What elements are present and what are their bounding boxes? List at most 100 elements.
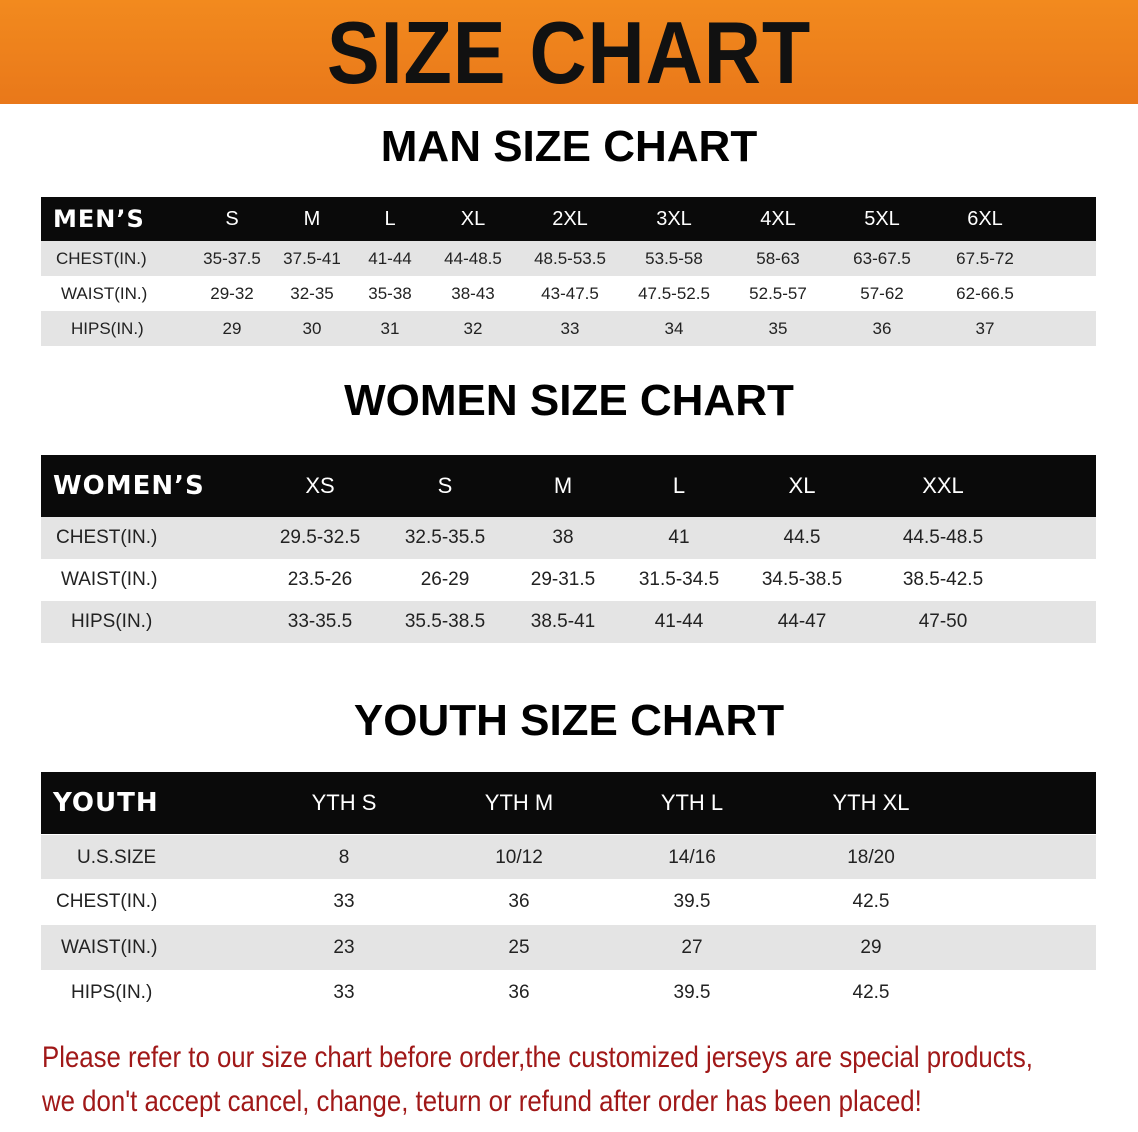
size-header: 3XL xyxy=(656,207,692,230)
table-cell: 41 xyxy=(668,527,690,548)
size-header: YTH M xyxy=(484,790,554,815)
table-cell: 33 xyxy=(560,318,580,338)
table-cell: 44.5-48.5 xyxy=(902,527,984,548)
table-cell: 53.5-58 xyxy=(645,248,703,268)
table-cell: 36 xyxy=(872,318,892,338)
table-cell: 47.5-52.5 xyxy=(638,283,710,303)
men-header-label: MEN’S xyxy=(53,205,145,233)
table-cell: 14/16 xyxy=(668,846,716,868)
table-cell: 35-37.5 xyxy=(203,248,261,268)
table-cell: 25 xyxy=(508,936,530,958)
size-header: YTH L xyxy=(660,790,724,815)
table-cell: 31 xyxy=(380,318,400,338)
table-cell: 42.5 xyxy=(852,981,890,1003)
size-header: S xyxy=(437,473,453,498)
banner-title: SIZE CHART xyxy=(326,3,812,102)
row-label: CHEST(IN.) xyxy=(56,890,158,912)
table-row: HIPS(IN.) 29 30 31 32 33 34 35 36 37 xyxy=(41,311,1096,346)
table-cell: 43-47.5 xyxy=(541,283,599,303)
table-cell: 41-44 xyxy=(368,248,412,268)
table-cell: 32.5-35.5 xyxy=(404,527,486,548)
size-header: L xyxy=(672,473,686,498)
table-cell: 29-31.5 xyxy=(530,569,596,590)
table-cell: 63-67.5 xyxy=(853,248,911,268)
title-banner: SIZE CHART xyxy=(0,0,1138,104)
table-cell: 18/20 xyxy=(847,846,895,868)
size-header: 6XL xyxy=(967,207,1003,230)
row-label: U.S.SIZE xyxy=(77,846,157,868)
men-size-table: MEN’S S M L XL 2XL 3XL 4XL 5XL 6XL CHEST(IN.) 35-37… xyxy=(41,197,1096,346)
table-cell: 10/12 xyxy=(495,846,543,868)
table-cell: 29-32 xyxy=(210,283,254,303)
table-cell: 29 xyxy=(860,936,882,958)
table-cell: 23.5-26 xyxy=(287,569,353,590)
table-cell: 27 xyxy=(681,936,703,958)
table-row: WAIST(IN.) 29-32 32-35 35-38 38-43 43-47.5 47.… xyxy=(41,276,1096,311)
table-cell: 35.5-38.5 xyxy=(404,611,486,632)
row-label: HIPS(IN.) xyxy=(71,611,153,632)
table-cell: 38.5-41 xyxy=(530,611,596,632)
table-cell: 47-50 xyxy=(918,611,968,632)
table-cell: 34.5-38.5 xyxy=(761,569,843,590)
youth-header-row: YOUTH YTH S YTH M YTH L YTH XL xyxy=(41,772,1096,834)
table-cell: 31.5-34.5 xyxy=(638,569,720,590)
table-row: HIPS(IN.) 33-35.5 35.5-38.5 38.5-41 41-44 44-… xyxy=(41,601,1096,643)
table-cell: 29.5-32.5 xyxy=(279,527,361,548)
table-cell: 33 xyxy=(333,981,355,1003)
table-cell: 26-29 xyxy=(420,569,470,590)
row-label: WAIST(IN.) xyxy=(61,569,158,590)
youth-size-table: YOUTH YTH S YTH M YTH L YTH XL U.S.SIZE 8 10/12… xyxy=(41,772,1096,1016)
youth-header-label: YOUTH xyxy=(53,788,159,818)
table-cell: 38-43 xyxy=(451,283,495,303)
table-cell: 8 xyxy=(338,846,350,868)
notice-line-1: Please refer to our size chart before or… xyxy=(42,1041,1033,1074)
table-row: CHEST(IN.) 33 36 39.5 42.5 xyxy=(41,879,1096,924)
table-cell: 34 xyxy=(664,318,684,338)
table-cell: 57-62 xyxy=(860,283,904,303)
table-cell: 67.5-72 xyxy=(956,248,1014,268)
men-section-title: MAN SIZE CHART xyxy=(380,122,758,171)
table-cell: 44-47 xyxy=(777,611,827,632)
table-cell: 39.5 xyxy=(673,981,711,1003)
size-header: M xyxy=(303,207,321,230)
size-header: XS xyxy=(305,473,335,498)
size-header: 4XL xyxy=(760,207,796,230)
table-cell: 58-63 xyxy=(756,248,800,268)
table-cell: 36 xyxy=(508,981,530,1003)
men-header-row: MEN’S S M L XL 2XL 3XL 4XL 5XL 6XL xyxy=(41,197,1096,241)
women-section-title: WOMEN SIZE CHART xyxy=(344,376,794,425)
table-row: U.S.SIZE 8 10/12 14/16 18/20 xyxy=(41,835,1096,880)
table-cell: 35 xyxy=(768,318,788,338)
table-cell: 32 xyxy=(463,318,483,338)
table-cell: 48.5-53.5 xyxy=(534,248,606,268)
size-header: S xyxy=(225,207,239,230)
table-cell: 44.5 xyxy=(783,527,821,548)
women-header-row: WOMEN’S XS S M L XL XXL xyxy=(41,455,1096,517)
table-cell: 62-66.5 xyxy=(956,283,1014,303)
table-cell: 39.5 xyxy=(673,890,711,912)
size-header: L xyxy=(384,207,396,230)
table-row: WAIST(IN.) 23 25 27 29 xyxy=(41,925,1096,970)
size-header: 5XL xyxy=(864,207,900,230)
size-header: YTH XL xyxy=(832,790,910,815)
size-header: XL xyxy=(788,473,816,498)
women-size-table: WOMEN’S XS S M L XL XXL CHEST(IN.) 29.5-32.5 32.5… xyxy=(41,455,1096,644)
women-header-label: WOMEN’S xyxy=(53,471,205,501)
size-header: M xyxy=(553,473,573,498)
table-cell: 32-35 xyxy=(290,283,334,303)
table-cell: 38 xyxy=(552,527,574,548)
size-header: YTH S xyxy=(311,790,377,815)
row-label: WAIST(IN.) xyxy=(61,283,148,303)
table-cell: 41-44 xyxy=(654,611,704,632)
youth-section-title: YOUTH SIZE CHART xyxy=(353,696,785,745)
table-cell: 38.5-42.5 xyxy=(902,569,984,590)
table-row: CHEST(IN.) 35-37.5 37.5-41 41-44 44-48.5 48.5… xyxy=(41,241,1096,276)
table-cell: 23 xyxy=(333,936,355,958)
table-cell: 29 xyxy=(222,318,242,338)
table-cell: 30 xyxy=(302,318,322,338)
table-row: CHEST(IN.) 29.5-32.5 32.5-35.5 38 41 44.5 44.5… xyxy=(41,517,1096,559)
table-row: HIPS(IN.) 33 36 39.5 42.5 xyxy=(41,970,1096,1015)
table-cell: 37.5-41 xyxy=(283,248,341,268)
row-label: CHEST(IN.) xyxy=(56,248,147,268)
row-label: HIPS(IN.) xyxy=(71,981,153,1003)
